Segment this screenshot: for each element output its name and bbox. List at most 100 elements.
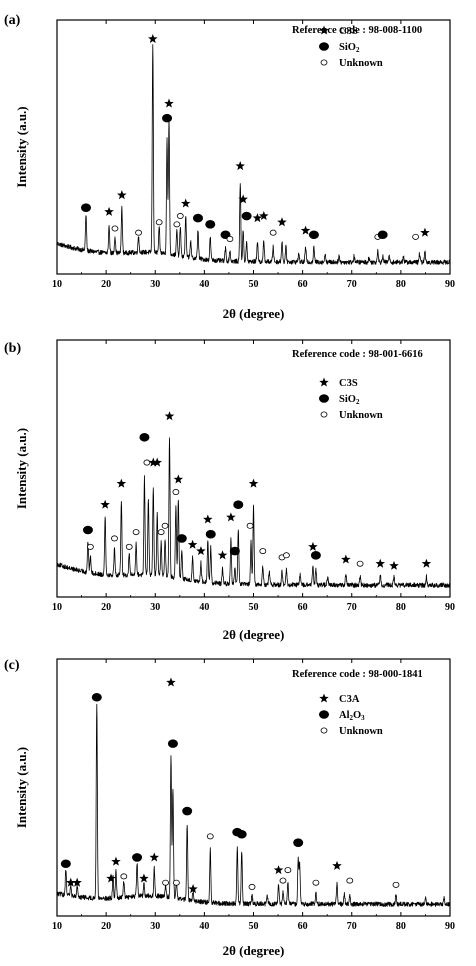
phase-marker-open-circle [279,877,287,884]
phase-marker-filled-circle [167,739,178,748]
phase-marker-star [139,873,149,883]
legend-marker-open-circle [320,411,328,418]
x-tick-label: 10 [52,921,62,932]
x-tick-label: 90 [445,921,455,932]
phase-marker-filled-circle [236,829,247,839]
phase-marker-star [226,512,236,522]
reference-code: Reference code : 98-000-1841 [292,669,423,680]
x-tick-label: 70 [347,921,357,932]
xrd-panel-1: (b) Reference code : 98-001-6616 10 20 30 40 5… [4,339,455,642]
phase-marker-open-circle [125,543,133,550]
x-tick-label: 60 [298,279,308,290]
phase-marker-open-circle [356,560,364,567]
x-tick-label: 20 [101,279,111,290]
phase-marker-filled-circle [308,230,319,240]
phase-marker-open-circle [120,873,128,880]
plot-frame [56,339,451,598]
phase-marker-filled-circle [182,806,193,816]
phase-marker-star [252,213,263,223]
legend-label: Unknown [339,726,383,737]
phase-marker-open-circle [283,552,290,559]
x-axis-title: 2θ (degree) [223,627,285,642]
legend-label: C3A [339,694,360,705]
phase-marker-star [100,499,110,509]
phase-marker-star [235,161,245,171]
legend-label: Al2O3 [339,710,365,722]
phase-marker-open-circle [246,522,254,529]
legend-label: Unknown [339,410,383,421]
phase-marker-open-circle [157,529,165,536]
phase-marker-star [277,217,287,227]
phase-marker-filled-circle [82,525,93,535]
legend-marker-star [319,25,329,35]
x-tick-label: 10 [52,602,62,613]
phase-marker-star [217,550,228,560]
phase-marker-star [259,211,269,221]
phase-marker-filled-circle [229,546,240,556]
phase-marker-filled-circle [80,203,91,212]
phase-marker-open-circle [392,881,400,888]
phase-marker-star [300,225,311,235]
x-tick-label: 80 [396,602,406,613]
phase-marker-filled-circle [233,500,244,510]
x-axis-title: 2θ (degree) [223,943,285,958]
phase-marker-open-circle [206,833,214,840]
phase-marker-star [238,194,248,204]
phase-marker-open-circle [173,221,181,228]
xrd-pattern-line [56,437,451,588]
legend-marker-star [319,377,329,387]
xrd-pattern-line [56,44,451,265]
phase-marker-star [375,558,385,568]
phase-marker-filled-circle [293,838,304,847]
phase-marker-open-circle [111,225,119,232]
plot-frame [56,19,451,275]
phase-marker-filled-circle [162,113,173,123]
x-tick-label: 50 [249,602,259,613]
reference-code: Reference code : 98-001-6616 [292,349,423,360]
legend-label: SiO2 [339,394,360,406]
phase-marker-star [389,560,399,570]
phase-marker-star [273,865,284,875]
phase-marker-star [117,190,127,200]
phase-marker-filled-circle [91,692,102,702]
x-tick-label: 10 [52,279,62,290]
phase-marker-open-circle [172,879,180,886]
phase-marker-star [188,884,198,894]
phase-marker-open-circle [135,229,142,236]
xrd-pattern-line [56,703,450,907]
phase-marker-star [248,478,259,488]
phase-marker-star [341,554,351,564]
phase-marker-star [180,198,191,208]
phase-marker-star [420,227,430,237]
phase-marker-star [173,474,184,484]
phase-marker-open-circle [412,233,420,240]
phase-marker-star [203,514,213,524]
x-tick-label: 50 [249,279,259,290]
x-tick-label: 20 [101,921,111,932]
phase-marker-star [421,558,432,568]
legend-marker-filled-circle [319,394,329,403]
phase-marker-open-circle [312,879,320,886]
legend-label: C3S [339,26,358,37]
panel-label: (a) [4,13,21,28]
phase-marker-star [106,873,116,883]
phase-marker-open-circle [143,459,151,466]
legend-marker-open-circle [320,727,328,734]
phase-marker-open-circle [162,879,169,886]
phase-marker-star [148,457,159,467]
x-tick-label: 40 [199,602,209,613]
legend-label: Unknown [339,58,383,69]
phase-marker-star [104,206,114,216]
phase-marker-open-circle [284,867,292,874]
phase-marker-open-circle [226,235,234,242]
phase-marker-open-circle [155,219,163,226]
phase-marker-filled-circle [377,230,388,240]
x-tick-label: 40 [199,921,209,932]
y-axis-title: Intensity (a.u.) [14,747,29,828]
phase-marker-filled-circle [205,220,216,229]
phase-marker-filled-circle [132,853,143,862]
x-tick-label: 40 [199,279,209,290]
phase-marker-star [308,541,318,551]
phase-marker-open-circle [132,529,140,536]
